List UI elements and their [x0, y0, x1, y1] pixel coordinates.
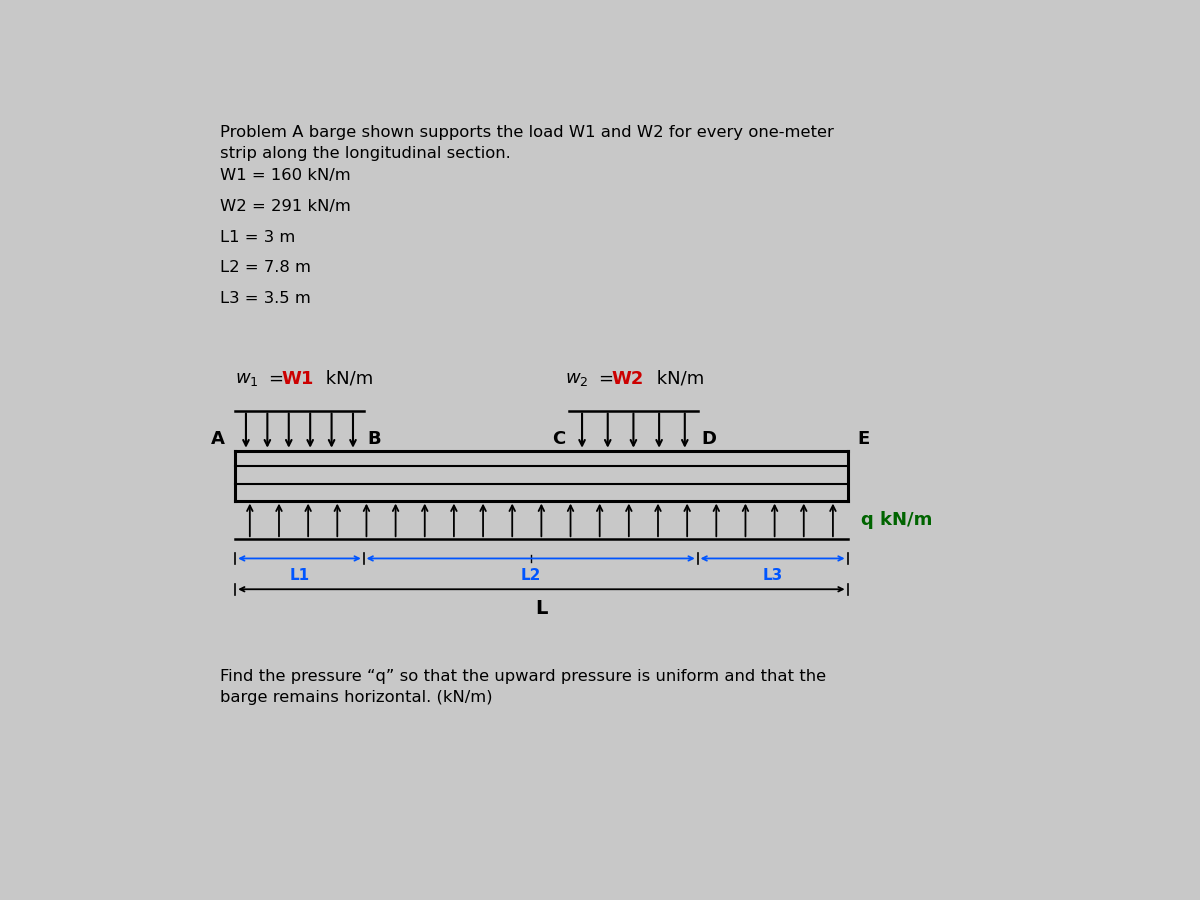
Text: Find the pressure “q” so that the upward pressure is uniform and that the
barge : Find the pressure “q” so that the upward…: [220, 669, 826, 705]
Text: C: C: [552, 429, 565, 447]
Text: L2 = 7.8 m: L2 = 7.8 m: [220, 260, 311, 275]
Text: L2: L2: [521, 569, 541, 583]
Text: L1 = 3 m: L1 = 3 m: [220, 230, 295, 245]
Text: q kN/m: q kN/m: [862, 511, 932, 529]
Text: $w_1$: $w_1$: [235, 370, 259, 388]
Text: A: A: [211, 429, 226, 447]
Text: L1: L1: [289, 569, 310, 583]
Text: W2 = 291 kN/m: W2 = 291 kN/m: [220, 199, 350, 214]
Text: =: =: [268, 370, 283, 388]
Text: L: L: [535, 599, 547, 618]
Text: $w_2$: $w_2$: [565, 370, 589, 388]
Text: =: =: [598, 370, 613, 388]
Text: E: E: [858, 429, 870, 447]
Text: D: D: [702, 429, 716, 447]
Text: W2: W2: [612, 370, 644, 388]
Text: kN/m: kN/m: [650, 370, 704, 388]
Text: B: B: [367, 429, 382, 447]
Text: L3: L3: [762, 569, 782, 583]
Text: kN/m: kN/m: [320, 370, 373, 388]
Text: W1: W1: [282, 370, 314, 388]
Text: L3 = 3.5 m: L3 = 3.5 m: [220, 292, 311, 306]
Text: W1 = 160 kN/m: W1 = 160 kN/m: [220, 168, 350, 183]
Text: Problem A barge shown supports the load W1 and W2 for every one-meter
strip alon: Problem A barge shown supports the load …: [220, 125, 834, 161]
